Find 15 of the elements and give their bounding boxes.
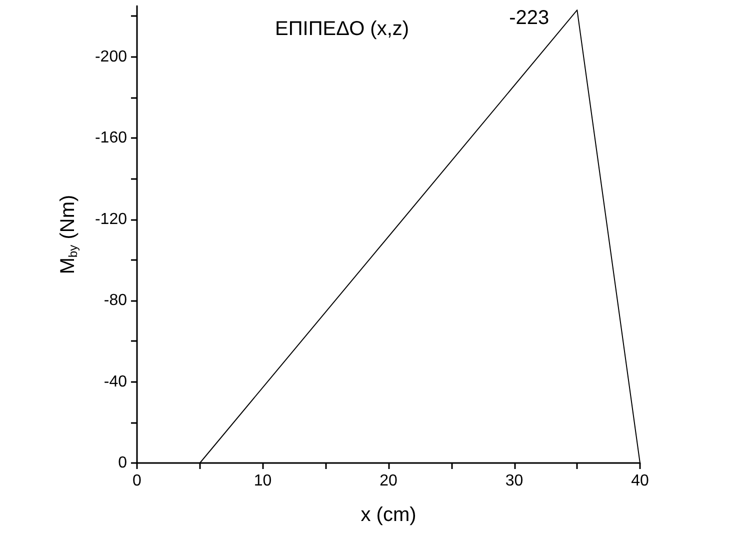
y-tick-label: 0	[118, 454, 128, 472]
y-tick-label: -160	[94, 130, 128, 147]
y-axis-title: Mby (Nm)	[57, 194, 80, 274]
y-tick-label: -200	[94, 48, 128, 66]
x-tick-label: 40	[631, 472, 649, 490]
y-tick-label: -120	[94, 210, 128, 228]
x-tick-label: 30	[505, 472, 524, 490]
x-tick-label: 0	[132, 472, 142, 490]
x-tick-label: 20	[380, 472, 398, 490]
text: ΕΠΙΠΕΔΟ (x,z)	[275, 18, 410, 40]
data-label: -223	[509, 7, 550, 30]
x-tick-label: 10	[254, 472, 272, 490]
y-tick-label: -80	[104, 292, 128, 310]
y-tick-label: -40	[104, 373, 128, 390]
x-axis-title: x (cm)	[360, 504, 416, 526]
